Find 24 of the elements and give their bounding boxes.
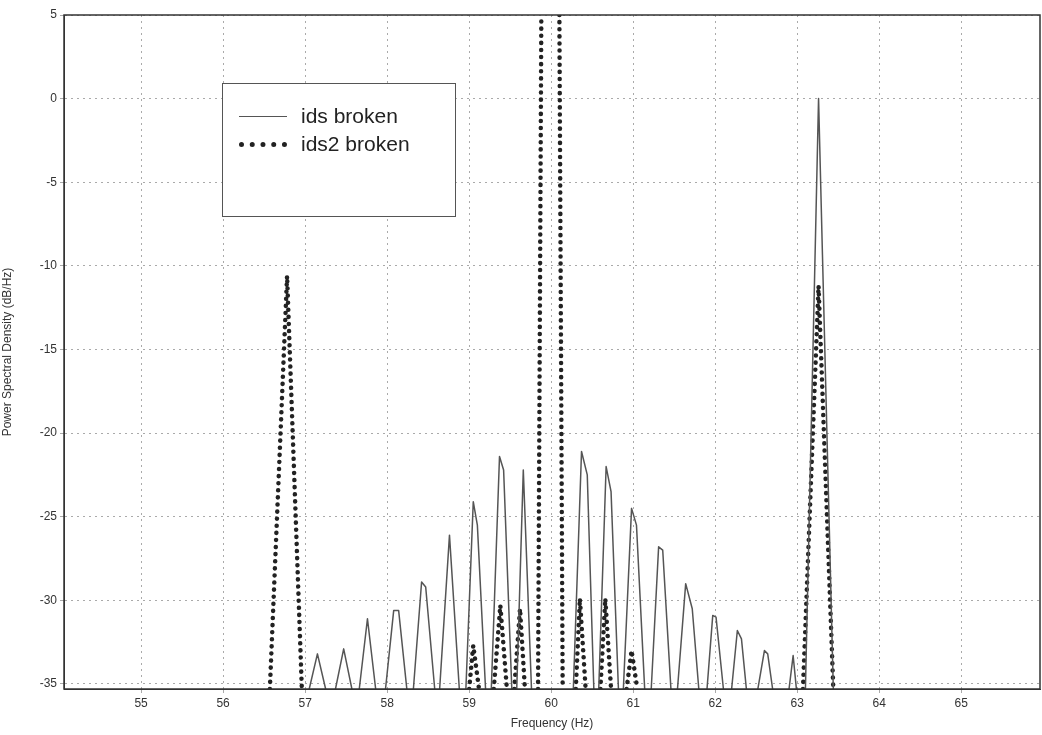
x-tick-label: 59	[462, 695, 477, 710]
y-tick-label: 5	[50, 7, 58, 22]
y-tick-label: -35	[39, 676, 58, 691]
x-tick-label: 56	[216, 695, 231, 710]
y-tick-label: -30	[39, 592, 58, 607]
x-tick-label: 63	[790, 695, 805, 710]
x-tick-label: 61	[626, 695, 641, 710]
legend-label: ids2 broken	[301, 131, 410, 157]
x-tick-label: 58	[380, 695, 395, 710]
x-tick-label: 57	[298, 695, 313, 710]
x-tick-label: 60	[544, 695, 559, 710]
x-tick-label: 55	[134, 695, 149, 710]
y-axis-title: Power Spectral Density (dB/Hz)	[0, 267, 14, 437]
y-tick-label: -25	[39, 509, 58, 524]
x-axis-title: Frequency (Hz)	[510, 716, 594, 731]
y-tick-label: -10	[39, 258, 58, 273]
legend-label: ids broken	[301, 103, 398, 129]
x-tick-label: 64	[872, 695, 887, 710]
x-tick-label: 65	[954, 695, 969, 710]
y-tick-label: -20	[39, 425, 58, 440]
y-tick-label: -5	[46, 174, 58, 189]
y-tick-label: -15	[39, 341, 58, 356]
x-tick-label: 62	[708, 695, 723, 710]
y-tick-label: 0	[50, 90, 58, 105]
